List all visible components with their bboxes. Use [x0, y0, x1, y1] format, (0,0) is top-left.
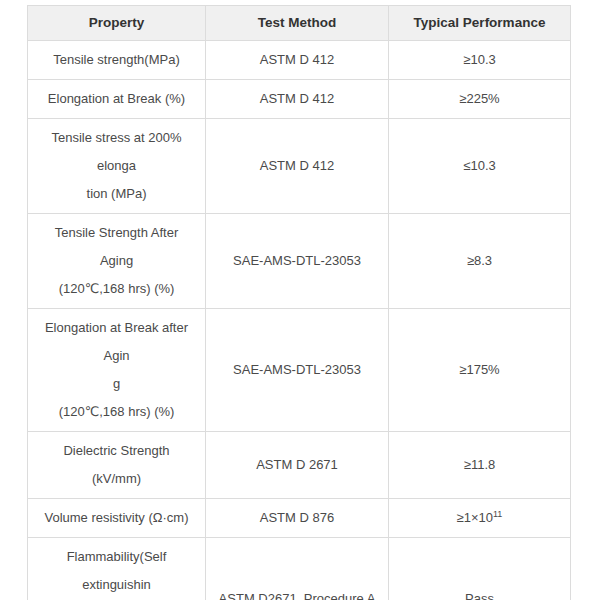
- performance-cell: ≥8.3: [389, 214, 571, 309]
- test-method-cell: SAE-AMS-DTL-23053: [206, 309, 389, 432]
- column-header-property: Property: [28, 6, 206, 41]
- test-method-cell: ASTM D 412: [206, 41, 389, 80]
- table-row: Elongation at Break after Agin g (120℃,1…: [28, 309, 571, 432]
- page: Property Test Method Typical Performance…: [0, 0, 600, 600]
- table-row: Tensile stress at 200% elonga tion (MPa)…: [28, 119, 571, 214]
- column-header-test-method: Test Method: [206, 6, 389, 41]
- column-header-typical-performance: Typical Performance: [389, 6, 571, 41]
- performance-value-exponent: 11: [493, 509, 502, 519]
- performance-cell: ≥225%: [389, 80, 571, 119]
- table-row: Tensile Strength After Aging (120℃,168 h…: [28, 214, 571, 309]
- performance-cell: ≥11.8: [389, 432, 571, 499]
- table-row: Elongation at Break (%) ASTM D 412 ≥225%: [28, 80, 571, 119]
- test-method-cell: ASTM D 412: [206, 80, 389, 119]
- property-cell: Elongation at Break after Agin g (120℃,1…: [28, 309, 206, 432]
- property-cell: Tensile Strength After Aging (120℃,168 h…: [28, 214, 206, 309]
- test-method-cell: SAE-AMS-DTL-23053: [206, 214, 389, 309]
- spec-table: Property Test Method Typical Performance…: [27, 5, 571, 600]
- property-cell: Volume resistivity (Ω·cm): [28, 499, 206, 538]
- property-cell: Flammability(Self extinguishin g 15 seco…: [28, 538, 206, 600]
- table-row: Dielectric Strength (kV/mm) ASTM D 2671 …: [28, 432, 571, 499]
- performance-cell: Pass: [389, 538, 571, 600]
- header-row: Property Test Method Typical Performance: [28, 6, 571, 41]
- performance-cell: ≥1×1011: [389, 499, 571, 538]
- table-row: Flammability(Self extinguishin g 15 seco…: [28, 538, 571, 600]
- performance-cell: ≥10.3: [389, 41, 571, 80]
- table-row: Tensile strength(MPa) ASTM D 412 ≥10.3: [28, 41, 571, 80]
- test-method-cell: ASTM D 876: [206, 499, 389, 538]
- performance-cell: ≤10.3: [389, 119, 571, 214]
- test-method-cell: ASTM D 2671: [206, 432, 389, 499]
- property-cell: Dielectric Strength (kV/mm): [28, 432, 206, 499]
- property-cell: Tensile stress at 200% elonga tion (MPa): [28, 119, 206, 214]
- test-method-cell: ASTM D 412: [206, 119, 389, 214]
- performance-cell: ≥175%: [389, 309, 571, 432]
- table-row: Volume resistivity (Ω·cm) ASTM D 876 ≥1×…: [28, 499, 571, 538]
- property-cell: Elongation at Break (%): [28, 80, 206, 119]
- performance-value-base: ≥1×10: [457, 510, 493, 525]
- test-method-cell: ASTM D2671, Procedure A: [206, 538, 389, 600]
- property-cell: Tensile strength(MPa): [28, 41, 206, 80]
